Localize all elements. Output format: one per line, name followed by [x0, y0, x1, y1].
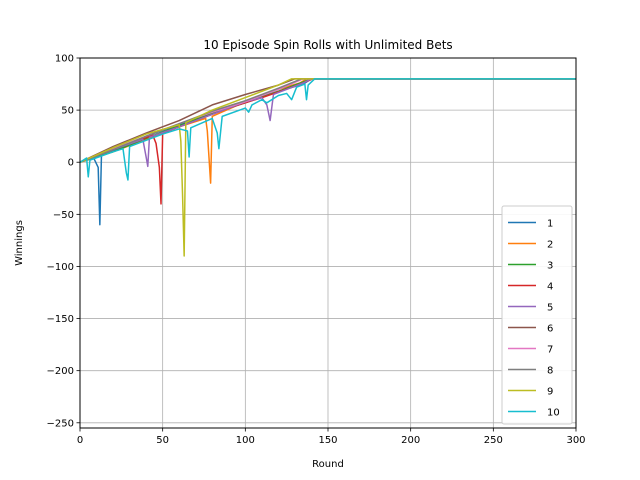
y-tick-label: −100 — [47, 262, 74, 273]
series-line-5 — [79, 78, 576, 168]
y-tick-label: −150 — [47, 314, 74, 325]
y-axis-label: Winnings — [14, 220, 25, 266]
legend-label-8: 8 — [547, 366, 553, 377]
chart-title: 10 Episode Spin Rolls with Unlimited Bet… — [203, 38, 452, 52]
legend-label-10: 10 — [547, 408, 560, 419]
legend-label-5: 5 — [547, 303, 553, 314]
x-tick-label: 200 — [401, 435, 420, 446]
series-line-8 — [79, 78, 576, 163]
legend-label-4: 4 — [547, 282, 553, 293]
legend-label-2: 2 — [547, 240, 553, 251]
y-tick-label: 50 — [61, 106, 74, 117]
legend-label-6: 6 — [547, 324, 553, 335]
x-tick-label: 50 — [156, 435, 169, 446]
x-tick-label: 150 — [318, 435, 337, 446]
legend-label-1: 1 — [547, 219, 553, 230]
y-tick-label: −200 — [47, 366, 74, 377]
series-lines — [79, 78, 576, 257]
y-tick-label: −250 — [47, 418, 74, 429]
x-tick-label: 0 — [77, 435, 83, 446]
y-tick-label: −50 — [53, 210, 74, 221]
series-line-9 — [79, 78, 576, 257]
x-tick-label: 100 — [236, 435, 255, 446]
x-axis-label: Round — [312, 459, 344, 470]
legend-label-3: 3 — [547, 261, 553, 272]
series-line-6 — [79, 78, 576, 163]
legend-box — [501, 205, 573, 425]
x-tick-label: 300 — [566, 435, 585, 446]
axis-ticks: 0 50 100 150 200 250 300 100 50 0 −50 −100 −150 −200 −… — [47, 54, 586, 447]
legend-label-9: 9 — [547, 387, 553, 398]
y-tick-label: 100 — [55, 54, 74, 65]
series-line-10 — [79, 78, 576, 181]
legend: 1 2 3 4 5 6 7 8 9 10 — [501, 205, 573, 425]
y-tick-label: 0 — [68, 158, 74, 169]
x-tick-label: 250 — [484, 435, 503, 446]
legend-label-7: 7 — [547, 345, 553, 356]
series-line-3 — [79, 78, 576, 163]
